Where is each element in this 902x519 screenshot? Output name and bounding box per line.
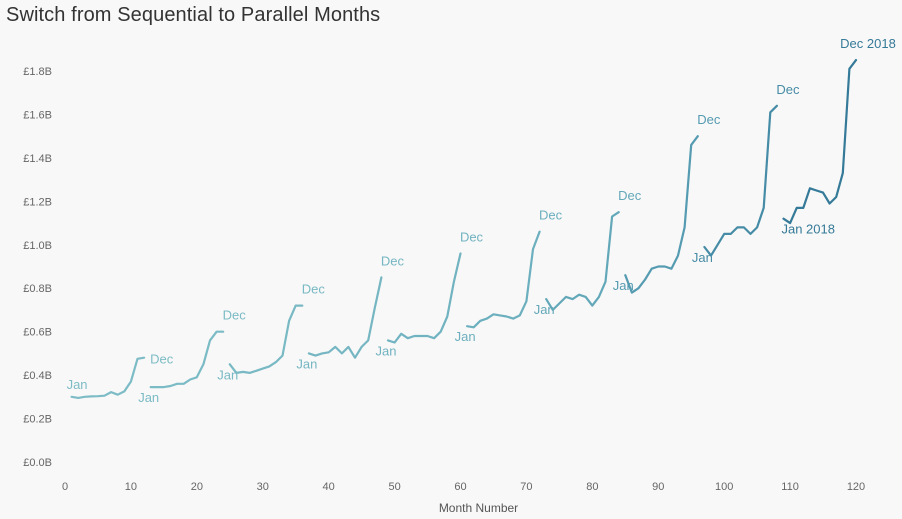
- series-end-label: Dec: [618, 188, 642, 203]
- label-layer: Jan Dec Jan Dec Jan Dec Jan Dec Jan Dec Jan Dec Jan D…: [67, 36, 896, 405]
- y-tick-label: £0.8B: [23, 283, 52, 295]
- series-end-label: Dec 2018: [840, 36, 896, 51]
- y-axis: £0.0B £0.2B £0.4B £0.6B £0.8B £1.0B £1.2B £1.4B…: [23, 66, 52, 469]
- series-layer: [70, 58, 858, 399]
- series-end-label: Dec: [776, 82, 800, 97]
- series-end-label: Dec: [150, 352, 174, 367]
- x-tick-label: 80: [586, 481, 598, 493]
- series-line: [782, 58, 858, 225]
- chart-title: Switch from Sequential to Parallel Month…: [6, 4, 381, 26]
- x-tick-label: 50: [388, 481, 400, 493]
- series-line: [228, 304, 304, 374]
- series-line: [386, 252, 462, 344]
- series-start-label: Jan: [613, 278, 634, 293]
- series-end-label: Dec: [223, 308, 247, 323]
- y-tick-label: £0.0B: [23, 457, 52, 469]
- y-tick-label: £0.2B: [23, 414, 52, 426]
- x-tick-label: 100: [715, 481, 733, 493]
- y-tick-label: £1.4B: [23, 153, 52, 165]
- series-start-label: Jan: [217, 367, 238, 382]
- series-end-label: Dec: [381, 253, 405, 268]
- series-line: [703, 104, 779, 257]
- series-start-label: Jan: [376, 343, 397, 358]
- series-line: [624, 135, 699, 294]
- series-start-label: Jan 2018: [781, 222, 835, 237]
- series-start-label: Jan: [692, 250, 713, 265]
- x-axis: 0 10 20 30 40 50 60 70 80 90 100 110 120: [62, 481, 865, 493]
- y-tick-label: £1.8B: [23, 66, 52, 78]
- series-start-label: Jan: [534, 302, 555, 317]
- series-end-label: Dec: [697, 112, 721, 127]
- series-line: [545, 211, 620, 311]
- series-start-label: Jan: [455, 329, 476, 344]
- series-end-label: Dec: [460, 229, 484, 244]
- series-start-label: Jan: [138, 390, 159, 405]
- y-tick-label: £0.4B: [23, 370, 52, 382]
- series-line: [466, 230, 541, 329]
- x-tick-label: 110: [781, 481, 799, 493]
- series-line: [307, 276, 383, 359]
- x-tick-label: 120: [847, 481, 865, 493]
- x-tick-label: 90: [652, 481, 664, 493]
- x-tick-label: 30: [257, 481, 269, 493]
- x-tick-label: 40: [323, 481, 335, 493]
- x-tick-label: 0: [62, 481, 68, 493]
- series-line: [149, 330, 225, 389]
- y-tick-label: £0.6B: [23, 327, 52, 339]
- series-line: [70, 356, 146, 399]
- series-end-label: Dec: [302, 282, 326, 297]
- x-axis-title: Month Number: [439, 501, 518, 515]
- y-tick-label: £1.0B: [23, 240, 52, 252]
- x-tick-label: 70: [520, 481, 532, 493]
- x-tick-label: 10: [125, 481, 137, 493]
- series-start-label: Jan: [67, 377, 88, 392]
- y-tick-label: £1.2B: [23, 196, 52, 208]
- x-tick-label: 20: [191, 481, 203, 493]
- series-start-label: Jan: [296, 356, 317, 371]
- x-tick-label: 60: [454, 481, 466, 493]
- series-end-label: Dec: [539, 208, 563, 223]
- y-tick-label: £1.6B: [23, 109, 52, 121]
